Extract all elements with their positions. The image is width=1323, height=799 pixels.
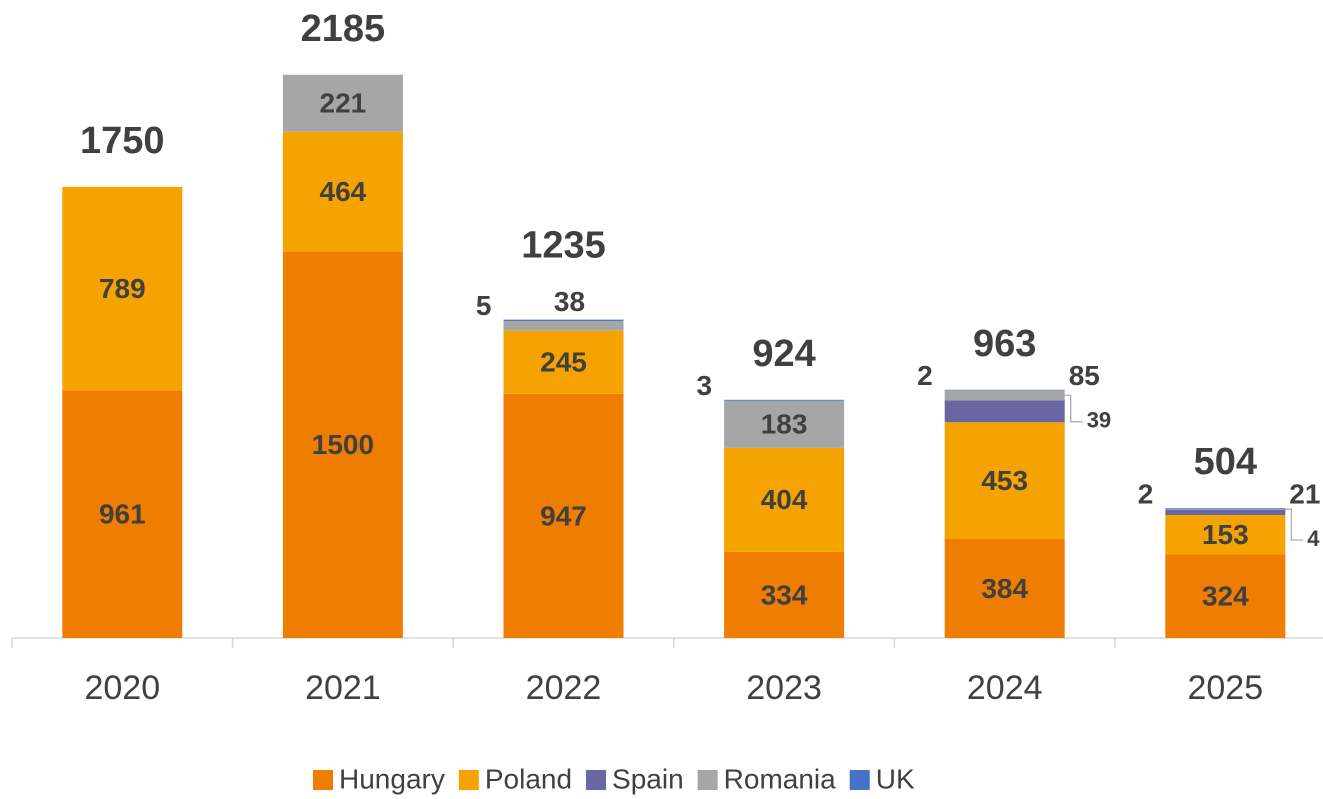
bar-segment (1165, 515, 1286, 555)
data-label: 384 (981, 573, 1028, 604)
data-label: 4 (1307, 526, 1320, 551)
data-label: 5 (476, 290, 492, 321)
legend-label: Poland (485, 763, 572, 794)
bar-segment (62, 390, 183, 638)
legend-swatch (697, 770, 718, 790)
data-label: 183 (761, 409, 808, 440)
bar-segment (944, 422, 1065, 540)
total-label: 1235 (521, 225, 606, 267)
data-label: 2 (1138, 478, 1154, 509)
bar-segment (1165, 508, 1286, 510)
bar-segment (1165, 508, 1286, 509)
legend-label: UK (876, 763, 915, 794)
bar-segment (944, 539, 1065, 638)
x-tick-label: 2023 (746, 669, 822, 707)
data-label: 947 (540, 500, 587, 531)
data-label: 789 (99, 273, 146, 304)
bar-segment (282, 251, 403, 639)
data-label: 961 (99, 499, 146, 530)
leader-line (1064, 394, 1083, 423)
legend-label: Hungary (339, 763, 445, 794)
data-label: 245 (540, 347, 587, 378)
data-label: 453 (981, 465, 1028, 496)
legend-swatch (849, 770, 870, 790)
total-label: 1750 (80, 120, 165, 162)
bar-segment (62, 186, 183, 391)
data-label: 404 (761, 484, 808, 515)
data-label: 324 (1202, 581, 1249, 612)
total-label: 924 (752, 333, 815, 375)
data-label: 1500 (312, 429, 374, 460)
data-label: 221 (320, 88, 367, 119)
data-label: 2 (917, 360, 933, 391)
data-label: 153 (1202, 519, 1249, 550)
data-label: 21 (1289, 478, 1320, 509)
x-tick-label: 2022 (526, 669, 602, 707)
bar-segment (503, 330, 624, 394)
x-tick-label: 2025 (1187, 669, 1263, 707)
bar-segment (944, 390, 1065, 401)
total-label: 504 (1194, 441, 1257, 483)
bar-segment (282, 74, 403, 132)
leader-line (1285, 508, 1304, 541)
total-label: 963 (973, 323, 1036, 365)
bar-segment (282, 131, 403, 252)
x-tick-label: 2024 (967, 669, 1043, 707)
data-label: 3 (697, 370, 713, 401)
data-label: 85 (1069, 360, 1100, 391)
data-label: 464 (320, 176, 367, 207)
data-label: 39 (1087, 408, 1111, 433)
legend-swatch (458, 770, 479, 790)
bar-segment (724, 400, 845, 448)
total-label: 2185 (301, 8, 386, 50)
x-tick-label: 2021 (305, 669, 381, 707)
bar-segment (503, 319, 624, 321)
legend-swatch (313, 770, 333, 790)
legend-label: Romania (724, 763, 836, 794)
bar-segment (724, 447, 845, 552)
x-tick-label: 2020 (84, 669, 160, 707)
bar-segment (724, 399, 845, 401)
bar-segment (503, 320, 624, 331)
bar-segment (944, 389, 1065, 391)
legend-label: Spain (612, 763, 684, 794)
bar-segment (503, 393, 624, 638)
bar-segment (1165, 554, 1286, 638)
bar-segment (1165, 509, 1286, 516)
data-label: 334 (761, 579, 808, 610)
bar-segment (944, 400, 1065, 423)
bar-segment (724, 551, 845, 638)
legend-swatch (586, 770, 607, 790)
data-label: 38 (554, 286, 585, 317)
